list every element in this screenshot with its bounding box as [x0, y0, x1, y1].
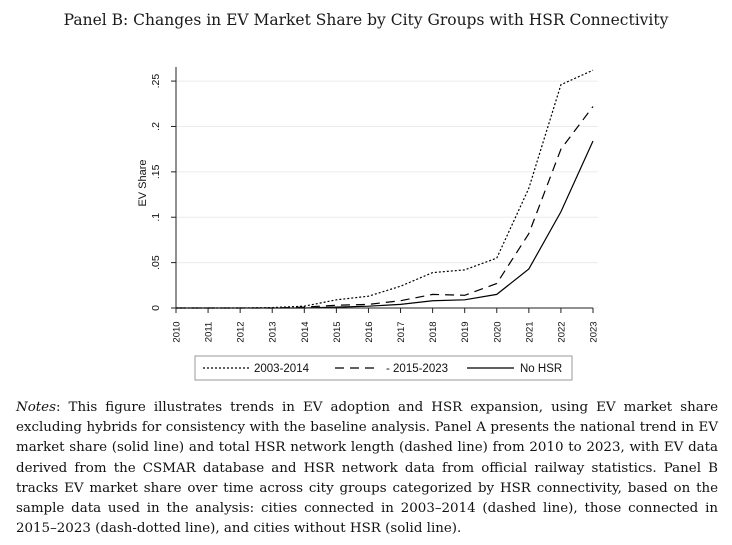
legend: 2003-2014 - 2015-2023 No HSR	[194, 355, 573, 381]
y-axis-label: EV Share	[137, 159, 149, 206]
x-tick-label: 2014	[300, 321, 311, 342]
y-tick-label: 0	[150, 305, 162, 311]
x-tick-label: 2017	[396, 321, 407, 342]
x-tick-label: 2016	[364, 321, 375, 342]
y-tick-label: .25	[150, 74, 162, 89]
legend-label: 2003-2014	[254, 363, 310, 375]
x-tick-label: 2018	[428, 321, 439, 342]
series-line	[176, 140, 594, 309]
line-chart: 0 .05 .1 .15 .2 .25 2010 2011 2012 2013 2014 2015 20…	[137, 67, 600, 381]
figure-notes: Notes: This figure illustrates trends in…	[16, 398, 718, 539]
axes: 0 .05 .1 .15 .2 .25 2010 2011 2012 2013 2014 2015 20…	[150, 67, 600, 343]
x-tick-label: 2023	[589, 321, 600, 342]
legend-label: - 2015-2023	[386, 363, 448, 375]
series-line	[176, 106, 594, 309]
y-tick-label: .05	[150, 255, 162, 270]
x-tick-label: 2012	[236, 321, 247, 342]
notes-text: : This figure illustrates trends in EV a…	[16, 400, 718, 537]
notes-label: Notes	[16, 400, 56, 415]
series-lines	[176, 69, 594, 309]
x-tick-label: 2015	[332, 321, 343, 342]
y-tick-label: .1	[150, 213, 162, 222]
x-tick-label: 2019	[460, 321, 471, 342]
legend-label: No HSR	[520, 363, 562, 375]
legend-box	[194, 355, 573, 381]
y-tick-label: .15	[150, 164, 162, 179]
x-tick-label: 2011	[204, 322, 215, 342]
gridlines	[176, 80, 598, 309]
x-tick-label: 2010	[172, 321, 183, 342]
series-line	[176, 69, 594, 309]
x-tick-label: 2013	[268, 321, 279, 342]
x-tick-label: 2022	[556, 321, 567, 342]
chart-title: Panel B: Changes in EV Market Share by C…	[63, 11, 669, 29]
x-tick-label: 2020	[492, 321, 503, 342]
y-tick-label: .2	[150, 122, 162, 131]
x-tick-label: 2021	[524, 321, 535, 342]
